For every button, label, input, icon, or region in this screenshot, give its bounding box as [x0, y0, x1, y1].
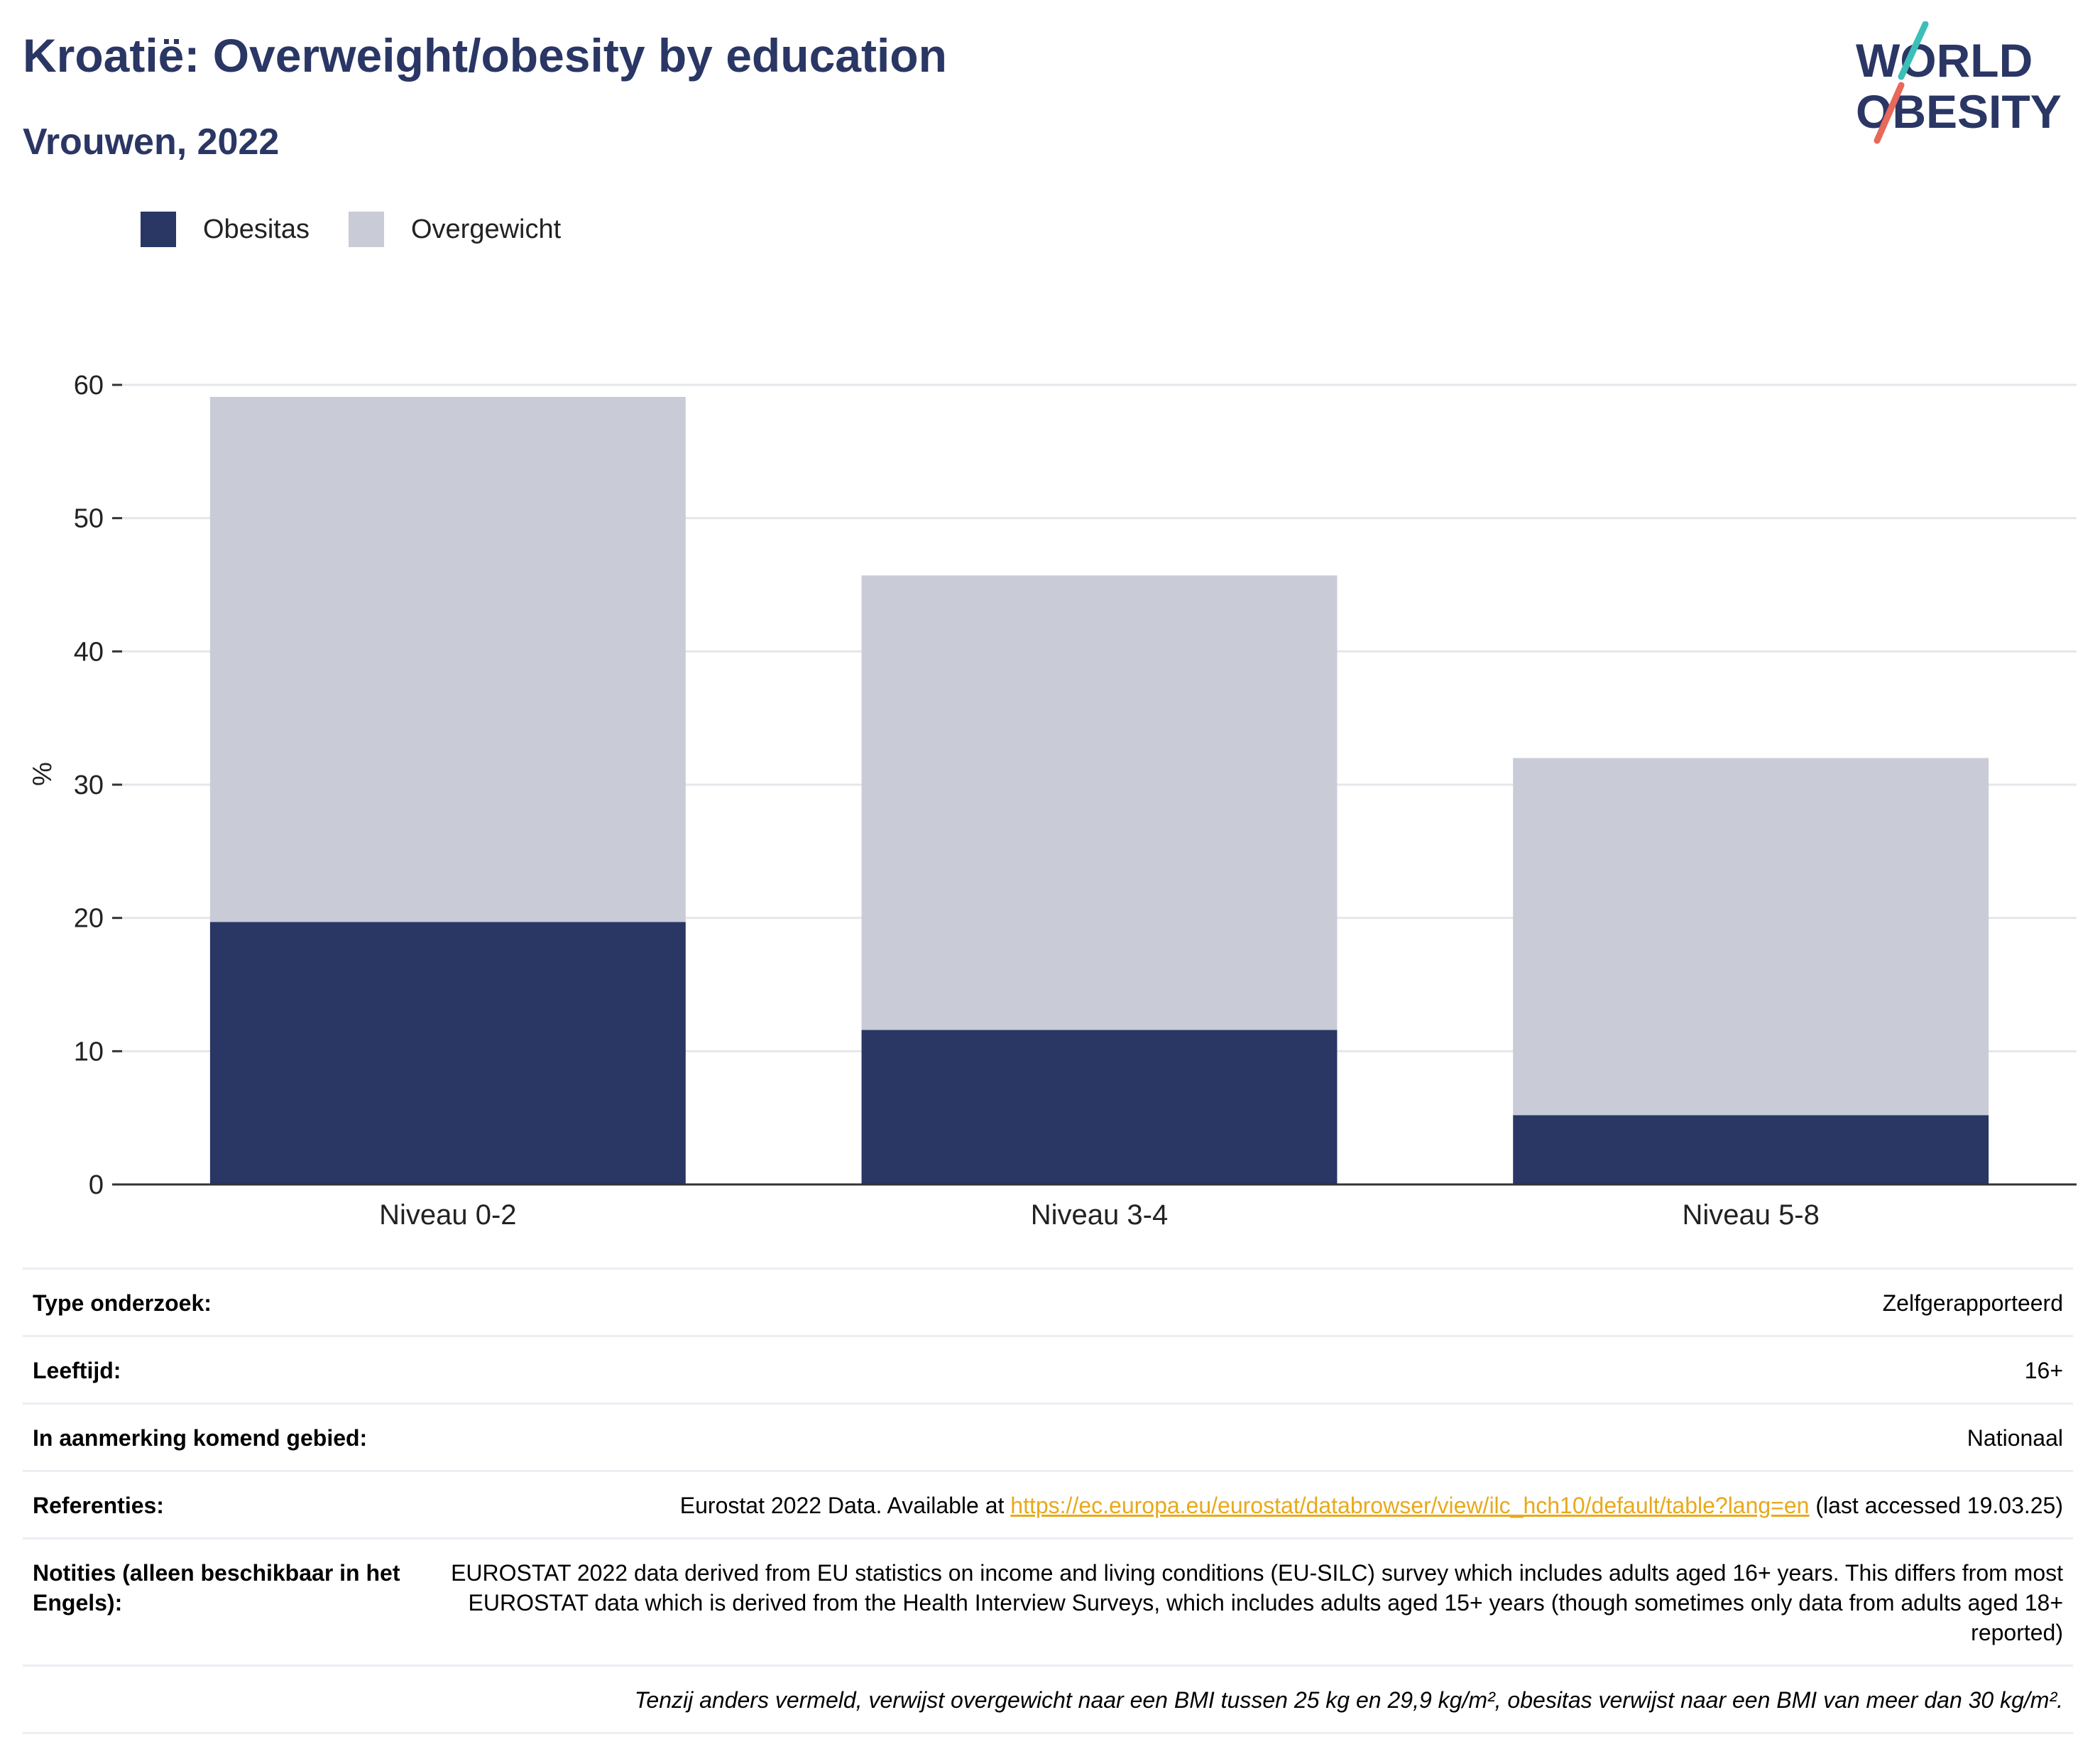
info-row-footnote: Tenzij anders vermeld, verwijst overgewi…: [23, 1664, 2073, 1734]
y-axis-label: %: [28, 762, 58, 786]
reference-link[interactable]: https://ec.europa.eu/eurostat/databrowse…: [1010, 1493, 1810, 1518]
page-title: Kroatië: Overweight/obesity by education: [23, 29, 947, 82]
info-label: Referenties:: [33, 1493, 164, 1518]
logo-stroke-teal: [1898, 21, 1929, 80]
info-value: Eurostat 2022 Data. Available at https:/…: [487, 1491, 2063, 1520]
info-value: Nationaal: [1967, 1425, 2063, 1451]
bar-obesitas-2[interactable]: [861, 1030, 1338, 1184]
bar-overgewicht-1[interactable]: [209, 396, 686, 922]
info-row-references: Referenties: Eurostat 2022 Data. Availab…: [23, 1470, 2073, 1537]
world-obesity-logo: WORLD OBESITY: [1856, 21, 2062, 144]
info-row-age: Leeftijd: 16+: [23, 1335, 2073, 1402]
y-tick-label: 30: [74, 770, 104, 800]
info-value: 16+: [2024, 1358, 2063, 1383]
page-subtitle: Vrouwen, 2022: [23, 121, 280, 163]
info-row-survey-type: Type onderzoek: Zelfgerapporteerd: [23, 1268, 2073, 1335]
y-tick-label: 40: [74, 637, 104, 667]
reference-text: Eurostat 2022 Data. Available at: [679, 1493, 1011, 1518]
info-row-notes: Notities (alleen beschikbaar in het Enge…: [23, 1537, 2073, 1664]
y-tick-label: 0: [89, 1170, 104, 1200]
legend-swatch-obesitas: [141, 212, 176, 247]
info-value: EUROSTAT 2022 data derived from EU stati…: [451, 1560, 2063, 1645]
info-value: Zelfgerapporteerd: [1882, 1290, 2063, 1316]
bar-overgewicht-2[interactable]: [861, 575, 1338, 1030]
reference-accessed: (last accessed 19.03.25): [1809, 1493, 2063, 1518]
info-label: Notities (alleen beschikbaar in het Enge…: [33, 1560, 400, 1615]
legend-item-overgewicht[interactable]: Overgewicht: [348, 212, 562, 247]
y-tick-label: 10: [74, 1037, 104, 1067]
legend-item-obesitas[interactable]: Obesitas: [141, 212, 310, 247]
y-tick-label: 50: [74, 504, 104, 534]
info-label: Type onderzoek:: [33, 1290, 212, 1316]
info-row-area: In aanmerking komend gebied: Nationaal: [23, 1402, 2073, 1470]
axis-layer: 0 10 20 30 40 50 60 Niveau 0-2 Niveau 3-4 Niveau …: [74, 371, 2077, 1231]
info-label: Leeftijd:: [33, 1358, 121, 1383]
y-tick-label: 60: [74, 371, 104, 401]
info-table: Type onderzoek: Zelfgerapporteerd Leefti…: [23, 1268, 2073, 1734]
chart-legend: Obesitas Overgewicht: [141, 212, 600, 247]
legend-swatch-overgewicht: [348, 212, 384, 247]
legend-label-obesitas: Obesitas: [203, 214, 310, 244]
info-label: In aanmerking komend gebied:: [33, 1425, 368, 1451]
x-tick-label: Niveau 0-2: [379, 1199, 516, 1231]
bar-obesitas-1[interactable]: [209, 922, 686, 1184]
y-tick-label: 20: [74, 904, 104, 934]
bar-overgewicht-3[interactable]: [1513, 758, 1989, 1116]
stacked-bar-chart: 0 10 20 30 40 50 60 Niveau 0-2 Niveau 3-4 Niveau …: [28, 371, 2077, 1231]
x-tick-label: Niveau 5-8: [1682, 1199, 1819, 1231]
logo-stroke-red: [1874, 82, 1905, 144]
legend-label-overgewicht: Overgewicht: [410, 214, 562, 244]
bar-obesitas-3[interactable]: [1513, 1115, 1989, 1184]
logo-text-world: WORLD: [1856, 34, 2033, 87]
bar-layer: [209, 396, 1989, 1184]
x-tick-label: Niveau 3-4: [1031, 1199, 1168, 1231]
footnote-text: Tenzij anders vermeld, verwijst overgewi…: [634, 1687, 2063, 1713]
